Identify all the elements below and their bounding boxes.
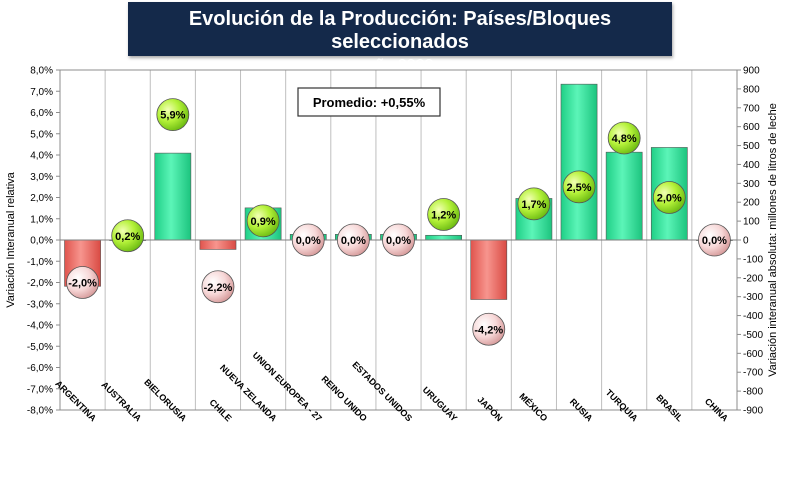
- value-bubble-5: [291, 223, 325, 257]
- left-tick-label: 6,0%: [30, 108, 53, 119]
- value-label-10: 1,7%: [521, 199, 546, 211]
- value-label-0: -2,0%: [68, 278, 97, 290]
- right-tick-label: 500: [743, 141, 760, 152]
- right-tick-label: 900: [743, 66, 760, 77]
- right-tick-label: -100: [743, 254, 763, 265]
- right-tick-label: 0: [743, 236, 749, 247]
- value-bubble-0: [66, 266, 99, 299]
- left-tick-label: 1,0%: [30, 214, 53, 225]
- value-bubble-12: [607, 121, 641, 155]
- right-tick-label: 400: [743, 160, 760, 171]
- value-label-9: -4,2%: [474, 324, 503, 336]
- right-tick-label: 600: [743, 122, 760, 133]
- value-label-4: 0,9%: [251, 216, 276, 228]
- left-tick-label: 5,0%: [30, 129, 53, 140]
- average-annotation-text: Promedio: +0,55%: [313, 95, 426, 110]
- bar-11: [560, 83, 598, 241]
- value-label-13: 2,0%: [657, 193, 682, 205]
- left-tick-label: -4,0%: [27, 321, 53, 332]
- value-label-7: 0,0%: [386, 235, 411, 247]
- category-label-2: BIELORUSIA: [142, 377, 189, 424]
- right-tick-label: -300: [743, 292, 763, 303]
- average-annotation: Promedio: +0,55%: [297, 87, 441, 117]
- bar-12: [605, 151, 643, 241]
- value-label-11: 2,5%: [566, 182, 591, 194]
- value-bubble-3: [201, 270, 235, 304]
- left-tick-label: 4,0%: [30, 151, 53, 162]
- value-label-12: 4,8%: [612, 133, 637, 145]
- right-tick-label: 700: [743, 103, 760, 114]
- bar-2: [154, 152, 192, 241]
- left-tick-label: 0,0%: [30, 236, 53, 247]
- right-tick-label: 100: [743, 217, 760, 228]
- right-tick-label: -400: [743, 311, 763, 322]
- left-tick-label: -1,0%: [27, 257, 53, 268]
- right-tick-label: 300: [743, 179, 760, 190]
- chart-title-box: Evolución de la Producción: Países/Bloqu…: [128, 2, 672, 74]
- value-bubble-6: [336, 223, 370, 257]
- left-tick-label: 3,0%: [30, 172, 53, 183]
- left-tick-label: -2,0%: [27, 278, 53, 289]
- value-label-2: 5,9%: [160, 110, 185, 122]
- right-tick-label: 200: [743, 198, 760, 209]
- value-bubble-9: [472, 312, 506, 346]
- left-tick-label: -8,0%: [27, 406, 53, 417]
- right-tick-label: -500: [743, 330, 763, 341]
- right-tick-label: -200: [743, 273, 763, 284]
- category-label-6: REINO UNIDO: [320, 374, 370, 424]
- right-tick-label: -700: [743, 368, 763, 379]
- category-label-13: BRASIL: [654, 393, 685, 424]
- bar-8: [425, 234, 462, 241]
- left-axis-label: Variación Interanual relativa: [5, 171, 17, 307]
- value-bubble-10: [517, 187, 551, 221]
- value-label-5: 0,0%: [296, 235, 321, 247]
- right-tick-label: 800: [743, 84, 760, 95]
- chart-title: Evolución de la Producción: Países/Bloqu…: [188, 8, 612, 53]
- value-label-3: -2,2%: [204, 282, 233, 294]
- value-label-14: 0,0%: [702, 235, 727, 247]
- bar-3: [199, 239, 237, 250]
- right-tick-label: -800: [743, 387, 763, 398]
- value-label-1: 0,2%: [115, 231, 140, 243]
- category-label-8: URUGUAY: [421, 385, 460, 424]
- value-bubble-13: [652, 181, 686, 214]
- value-bubble-11: [562, 170, 596, 204]
- bar-9: [470, 239, 508, 300]
- category-label-10: MÉXICO: [517, 391, 549, 423]
- category-label-12: TURQUIA: [604, 387, 640, 423]
- value-bubble-4: [246, 204, 280, 238]
- right-axis-label: Variación interanual absoluta: millones …: [767, 103, 779, 377]
- value-label-8: 1,2%: [431, 210, 456, 222]
- value-bubble-7: [382, 223, 415, 257]
- left-tick-label: -6,0%: [27, 363, 53, 374]
- value-label-6: 0,0%: [341, 235, 366, 247]
- value-bubble-2: [156, 98, 190, 132]
- value-bubble-8: [427, 198, 461, 231]
- left-tick-label: 2,0%: [30, 193, 53, 204]
- value-bubble-1: [111, 219, 145, 253]
- value-bubble-14: [698, 223, 731, 257]
- category-label-1: AUSTRALIA: [100, 380, 144, 424]
- right-tick-label: -900: [743, 406, 763, 417]
- left-tick-label: -7,0%: [27, 384, 53, 395]
- left-tick-label: 7,0%: [30, 87, 53, 98]
- left-tick-label: -3,0%: [27, 299, 53, 310]
- right-tick-label: -600: [743, 349, 763, 360]
- left-tick-label: -5,0%: [27, 342, 53, 353]
- category-label-9: JAPÓN: [475, 394, 505, 424]
- left-tick-label: 8,0%: [30, 66, 53, 77]
